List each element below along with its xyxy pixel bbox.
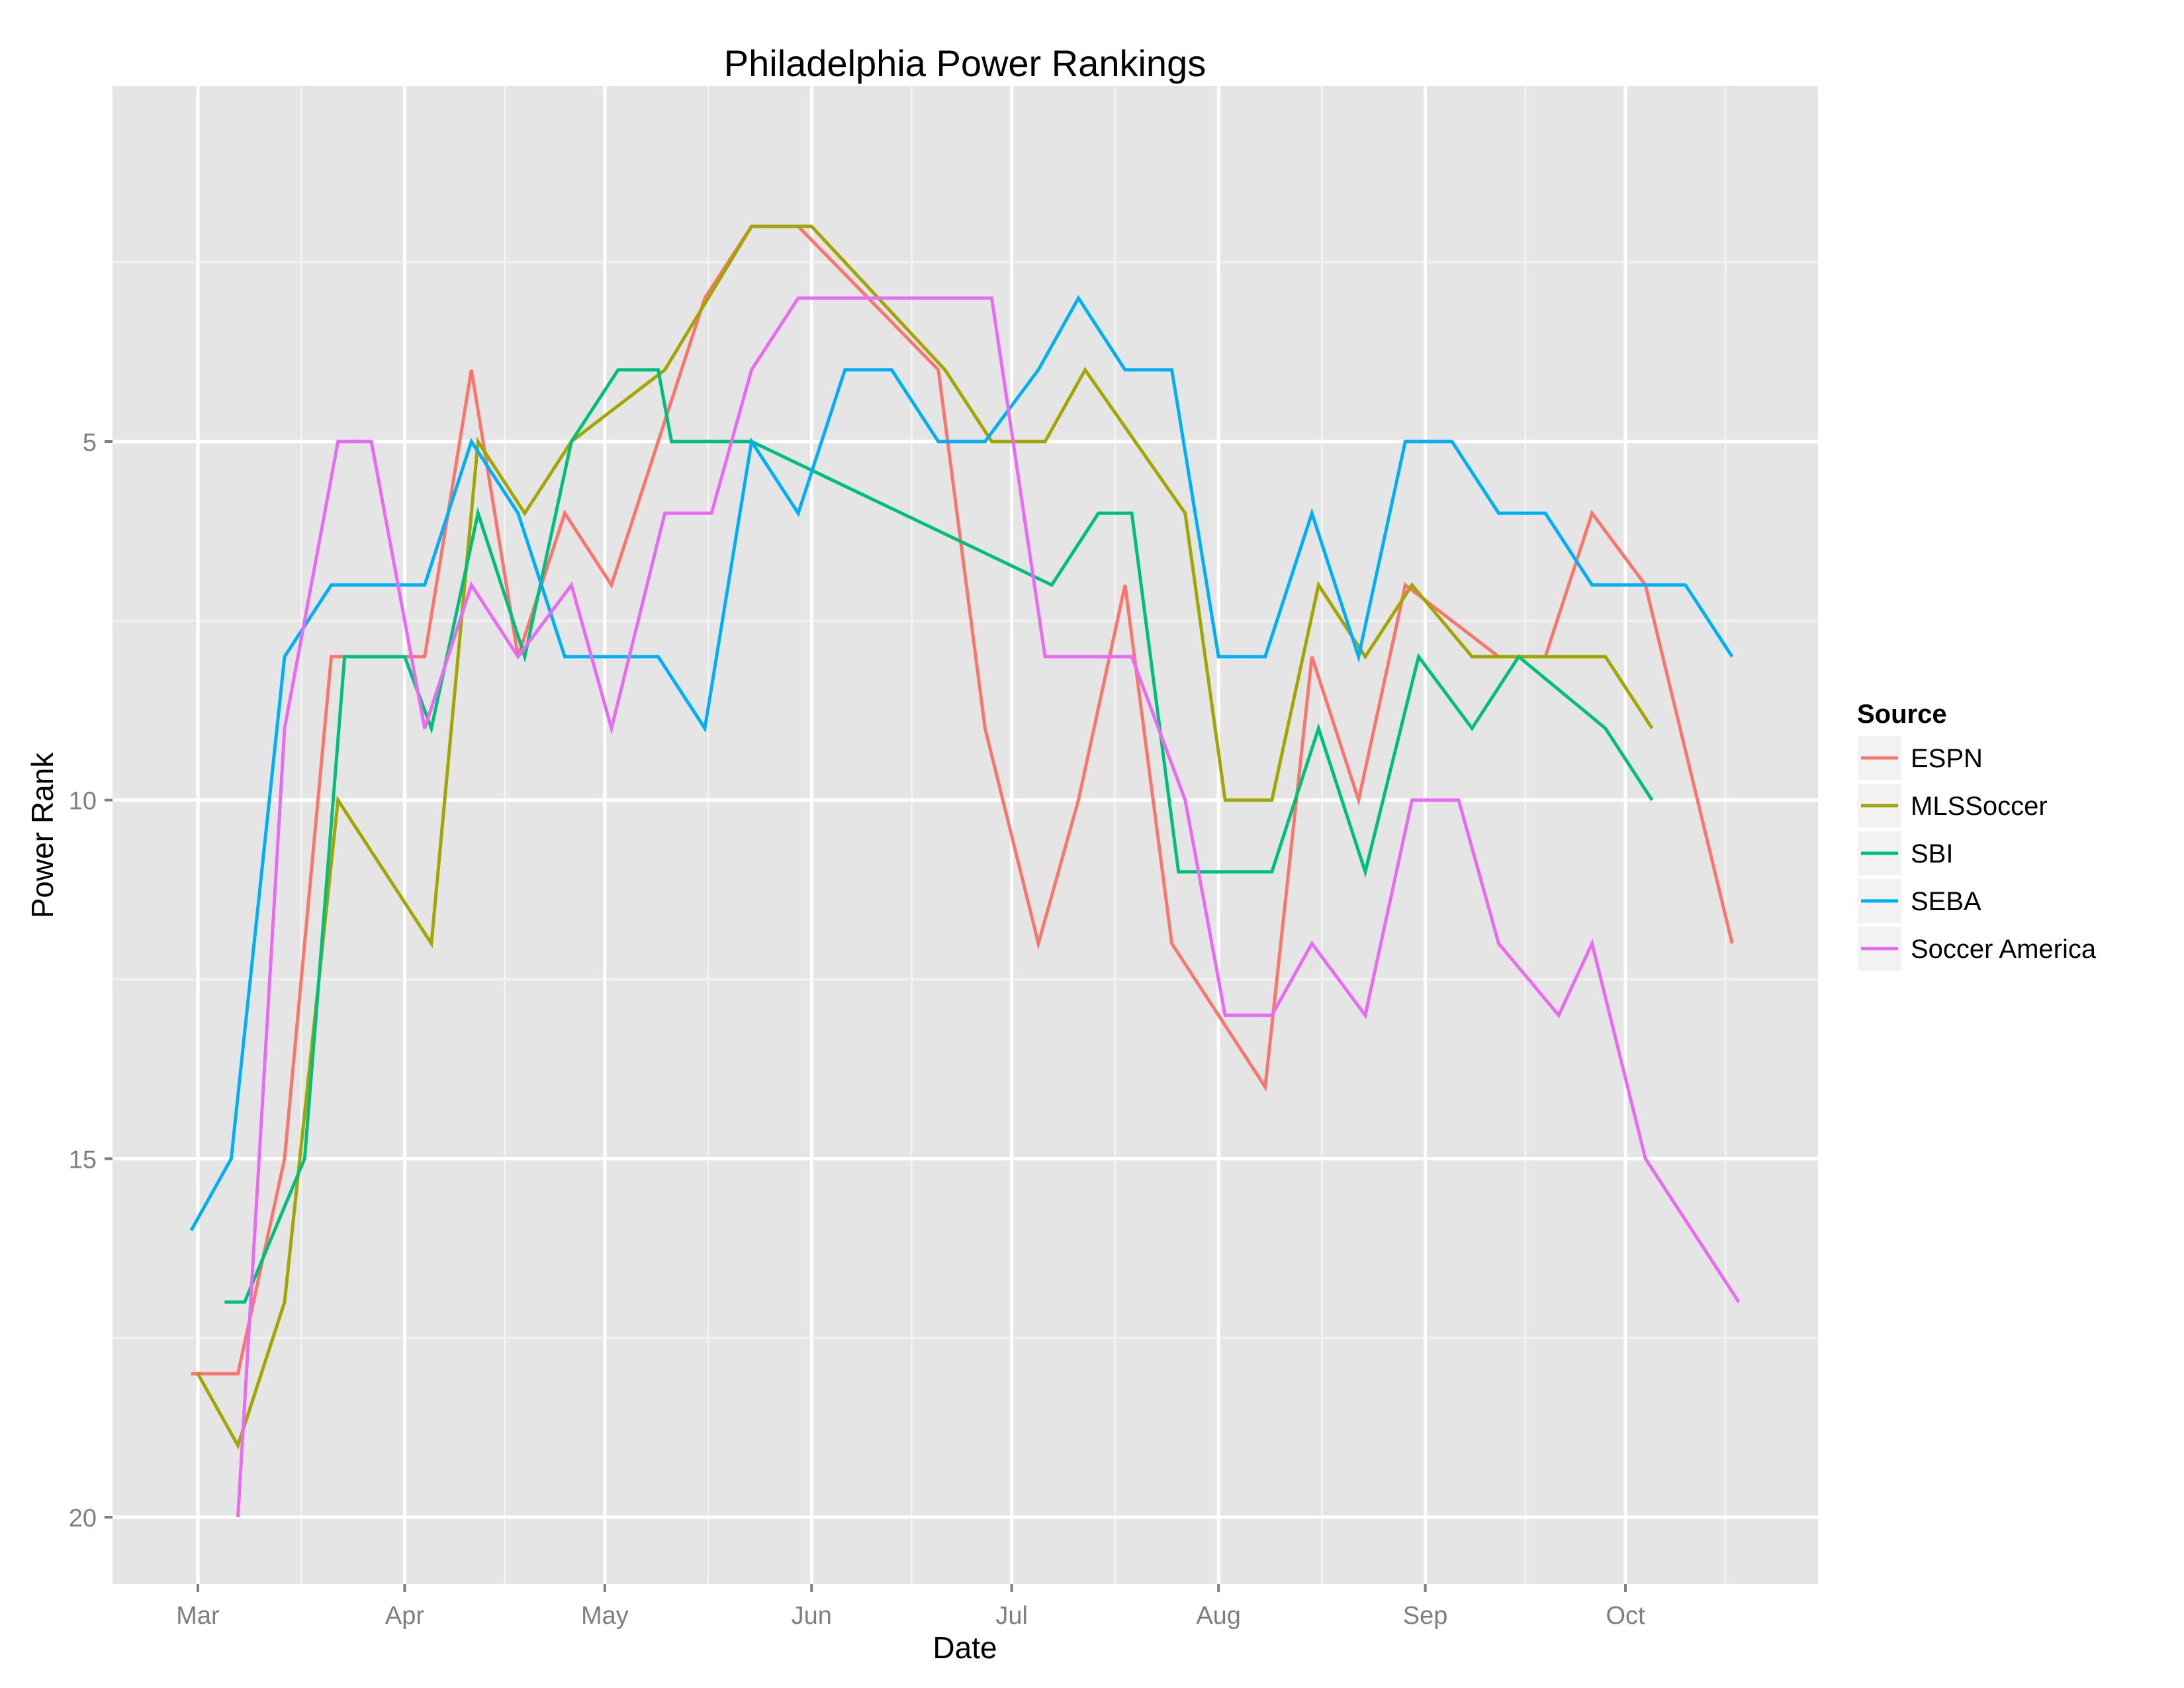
x-axis-title: Date (933, 1630, 997, 1665)
y-axis-title: Power Rank (25, 752, 60, 919)
series-line-mlssoccer (196, 224, 1654, 1450)
legend-label-seba: SEBA (1911, 887, 1981, 916)
x-tick-label: Mar (176, 1602, 220, 1630)
chart-title: Philadelphia Power Rankings (724, 42, 1206, 84)
y-tick-label: 20 (69, 1505, 97, 1532)
plot-panel (113, 86, 1818, 1584)
x-tick-label: Apr (385, 1602, 424, 1630)
legend-label-mlssoccer: MLSSoccer (1911, 792, 2048, 821)
x-tick-label: Jun (792, 1602, 832, 1630)
y-axis: 5 10 15 20 (69, 429, 113, 1532)
series-line-soccer-america (236, 296, 1741, 1518)
x-tick-label: Oct (1606, 1602, 1645, 1630)
x-axis: Mar Apr May Jun Jul Aug Sep Oct (176, 1584, 1645, 1630)
y-tick-label: 5 (83, 429, 97, 457)
x-tick-label: Sep (1403, 1602, 1448, 1630)
minor-gridlines (113, 86, 1818, 1584)
x-tick-label: May (581, 1602, 629, 1630)
x-tick-label: Aug (1196, 1602, 1241, 1630)
x-tick-label: Jul (995, 1602, 1028, 1630)
legend-label-espn: ESPN (1911, 744, 1983, 773)
series-lines (189, 224, 1741, 1518)
legend-label-soccer-america: Soccer America (1911, 935, 2097, 964)
legend: Source ESPN MLSSoccer SBI SEBA Soccer Americ… (1857, 700, 2097, 970)
y-tick-label: 10 (69, 788, 97, 816)
legend-title: Source (1857, 700, 1947, 729)
y-tick-label: 15 (69, 1146, 97, 1174)
series-line-seba (189, 295, 1734, 1231)
legend-label-sbi: SBI (1911, 839, 1953, 868)
series-line-espn (191, 224, 1734, 1376)
